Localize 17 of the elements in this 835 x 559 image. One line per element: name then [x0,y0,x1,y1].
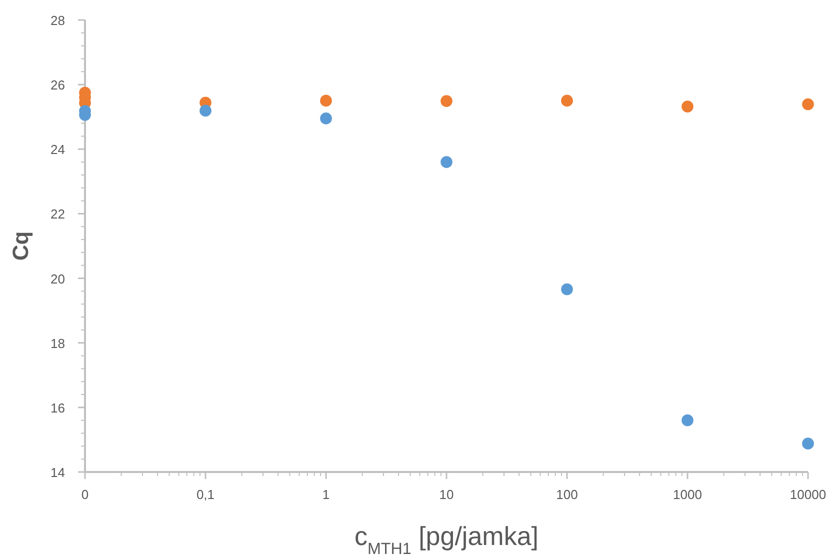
x-tick-label: 10 [439,487,454,502]
y-tick-label: 14 [50,465,65,480]
y-axis-title: Cq [8,231,33,261]
x-axis-title: c$_{MTH1}$ [pg/jamka] [354,521,539,558]
x-tick-label: 100 [556,487,578,502]
y-tick-label: 16 [50,400,65,416]
x-tick-label: 1000 [673,487,702,502]
x-tick-label: 1 [322,487,330,502]
y-tick-label: 22 [50,206,65,222]
x-tick-label: 0,1 [196,487,215,502]
y-tick-label: 26 [50,78,65,93]
x-tick-label: 10000 [790,487,826,502]
x-tick-label: 0 [81,487,89,502]
y-tick-label: 28 [50,13,65,28]
y-tick-label: 20 [50,271,65,286]
y-tick-label: 18 [50,336,65,351]
y-tick-label: 24 [50,142,65,158]
